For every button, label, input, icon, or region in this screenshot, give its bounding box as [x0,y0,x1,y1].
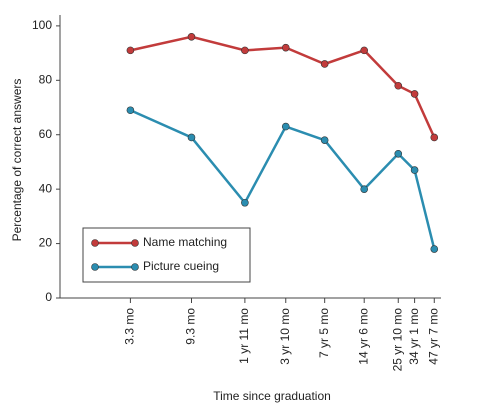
point [320,60,329,68]
y-tick-label: 20 [39,236,53,250]
legend-box [82,227,251,283]
point [281,43,290,52]
x-tick-label: 25 yr 10 mo [390,308,404,372]
point [430,133,439,142]
y-tick-label: 80 [39,72,53,86]
x-tick-label: 3.3 mo [123,308,137,345]
legend-marker [131,263,139,271]
x-tick-label: 14 yr 6 mo [356,308,370,365]
point [360,46,369,55]
point [241,198,249,207]
legend-marker [91,239,99,247]
point [410,166,419,174]
legend-marker [91,263,99,271]
point [241,46,249,55]
y-tick-label: 0 [45,290,52,304]
point [126,106,135,115]
x-tick-label: 1 yr 11 mo [237,308,251,364]
y-tick-label: 100 [32,18,52,32]
point [410,90,419,98]
point [430,245,439,253]
point [126,46,135,55]
y-tick-label: 40 [39,181,53,195]
x-tick-label: 7 yr 5 mo [317,308,331,358]
legend-label: Picture cueing [143,259,219,273]
y-axis-label: Percentage of correct answers [10,79,24,242]
point [187,133,196,142]
point [394,81,403,90]
x-tick-label: 34 yr 1 mo [407,308,421,365]
series-line [130,35,436,138]
y-tick-label: 60 [39,127,53,141]
point [360,185,369,193]
legend-label: Name matching [143,235,227,249]
legend-marker [131,239,139,247]
point [281,122,290,131]
x-tick-label: 3 yr 10 mo [278,308,292,365]
x-tick-label: 9.3 mo [184,308,198,345]
point [187,32,196,41]
x-axis-label: Time since graduation [213,389,331,403]
x-tick-label: 47 yr 7 mo [426,308,440,365]
point [320,136,329,144]
point [394,149,403,158]
